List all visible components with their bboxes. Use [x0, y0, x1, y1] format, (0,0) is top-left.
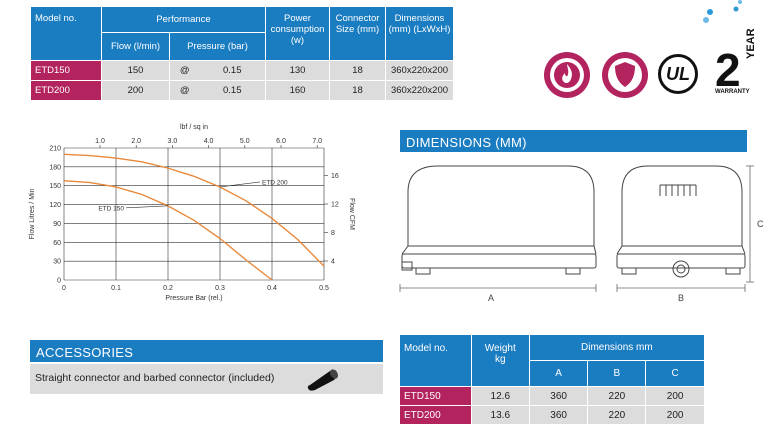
- x-tick-label: 0.5: [319, 285, 329, 292]
- header-dimensions: Dimensions (mm) (LxWxH): [385, 6, 454, 61]
- y-tick-label: 150: [49, 183, 61, 190]
- series-line: [63, 153, 325, 267]
- y-axis-label: Flow Litres / Min: [29, 188, 36, 239]
- series-leader-line: [125, 205, 169, 209]
- accessories-text: Straight connector and barbed connector …: [35, 372, 275, 384]
- c-cell: 200: [645, 386, 705, 406]
- front-view-drawing: [616, 165, 746, 278]
- header-performance: Performance: [101, 6, 266, 33]
- connector-cell: 18: [329, 60, 386, 81]
- top-tick-label: 2.0: [131, 138, 141, 145]
- y-tick-label: 120: [49, 202, 61, 209]
- y-tick-label: 60: [53, 240, 61, 247]
- x-tick-label: 0.3: [215, 285, 225, 292]
- warranty-number: 2: [715, 44, 741, 96]
- y-tick-label: 210: [49, 146, 61, 153]
- table-row: ETD150 150 @ 0.15 130 18 360x220x200: [30, 60, 454, 81]
- accessories-title: ACCESSORIES: [30, 340, 383, 362]
- at-cell: @: [169, 60, 200, 81]
- flow-cell: 200: [101, 80, 170, 101]
- header-flow: Flow (l/min): [101, 32, 170, 61]
- b-cell: 220: [587, 405, 647, 425]
- right-tick-label: 16: [331, 173, 339, 180]
- y-tick-label: 90: [53, 221, 61, 228]
- bubbles-icon: [703, 0, 742, 23]
- y-tick-label: 180: [49, 164, 61, 171]
- pressure-cell: 0.15: [199, 80, 266, 101]
- top-tick-label: 4.0: [204, 138, 214, 145]
- a-cell: 360: [528, 386, 589, 406]
- warranty-label: WARRANTY: [715, 89, 750, 95]
- dimension-label-a: A: [488, 293, 495, 303]
- header-weight: Weight kg: [470, 334, 530, 387]
- header-dimensions: Dimensions mm: [528, 334, 706, 361]
- series-leader-line: [219, 181, 261, 188]
- flame-badge-icon: [544, 52, 590, 98]
- table-row: ETD150 12.6 360 220 200: [399, 386, 705, 406]
- warranty-badge: 2 YEAR WARRANTY: [715, 28, 765, 101]
- x-tick-label: 0: [62, 285, 66, 292]
- top-tick-label: 7.0: [312, 138, 322, 145]
- dimensions-title: DIMENSIONS (MM): [400, 130, 747, 152]
- table-row: ETD200 200 @ 0.15 160 18 360x220x200: [30, 80, 454, 101]
- header-pressure: Pressure (bar): [169, 32, 266, 61]
- pressure-flow-chart: 0 0.1 0.2 0.3 0.4 0.5 0 30 60 90 120 150 180 210 1.0 2.…: [29, 124, 355, 302]
- series-label: ETD 150: [98, 205, 124, 212]
- shield-badge-icon: [602, 52, 648, 98]
- at-cell: @: [169, 80, 200, 101]
- model-cell: ETD150: [399, 386, 472, 406]
- dimension-label-b: B: [678, 293, 685, 303]
- y-tick-label: 0: [57, 278, 61, 285]
- right-axis-label: Flow CFM: [348, 198, 355, 230]
- x-tick-label: 0.2: [163, 285, 173, 292]
- dimensions-cell: 360x220x200: [385, 80, 454, 101]
- dimensions-drawing: [399, 165, 754, 292]
- x-axis-label: Pressure Bar (rel.): [165, 295, 222, 302]
- weight-cell: 13.6: [470, 405, 530, 425]
- y-tick-label: 30: [53, 259, 61, 266]
- x-tick-label: 0.1: [111, 285, 121, 292]
- model-cell: ETD200: [399, 405, 472, 425]
- tube-connector-icon: [307, 369, 339, 391]
- c-cell: 200: [645, 405, 705, 425]
- right-tick-label: 8: [331, 230, 335, 237]
- power-cell: 160: [265, 80, 330, 101]
- a-cell: 360: [528, 405, 589, 425]
- top-axis-label: lbf / sq in: [180, 124, 208, 131]
- top-tick-label: 6.0: [276, 138, 286, 145]
- connector-cell: 18: [329, 80, 386, 101]
- header-connector: Connector Size (mm): [329, 6, 386, 61]
- header-c: C: [645, 360, 705, 387]
- model-cell: ETD200: [30, 80, 102, 101]
- header-power: Power consumption (w): [265, 6, 330, 61]
- pressure-cell: 0.15: [199, 60, 266, 81]
- header-a: A: [528, 360, 589, 387]
- b-cell: 220: [587, 386, 647, 406]
- right-tick-label: 4: [331, 259, 335, 266]
- dimensions-cell: 360x220x200: [385, 60, 454, 81]
- header-model: Model no.: [30, 6, 102, 61]
- dimension-label-c: C: [757, 219, 764, 229]
- series-label: ETD 200: [262, 179, 288, 186]
- header-b: B: [587, 360, 647, 387]
- performance-table: Model no. Performance Power consumption …: [30, 6, 454, 101]
- power-cell: 130: [265, 60, 330, 81]
- right-tick-label: 12: [331, 202, 339, 209]
- header-model: Model no.: [399, 334, 472, 387]
- warranty-year: YEAR: [745, 28, 757, 59]
- model-cell: ETD150: [30, 60, 102, 81]
- side-view-drawing: [401, 165, 597, 275]
- top-tick-label: 5.0: [240, 138, 250, 145]
- top-tick-label: 1.0: [95, 138, 105, 145]
- weight-cell: 12.6: [470, 386, 530, 406]
- dimensions-table: Model no. Weight kg Dimensions mm A B C …: [399, 334, 706, 425]
- flow-cell: 150: [101, 60, 170, 81]
- x-tick-label: 0.4: [267, 285, 277, 292]
- table-row: ETD200 13.6 360 220 200: [399, 405, 705, 425]
- ul-badge-icon: UL: [658, 54, 698, 94]
- top-tick-label: 3.0: [168, 138, 178, 145]
